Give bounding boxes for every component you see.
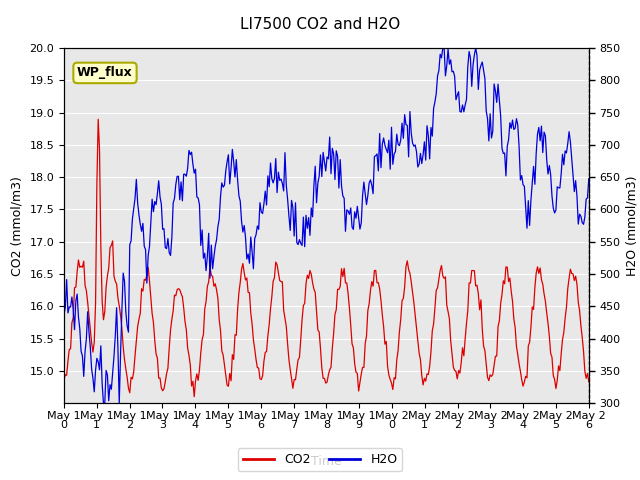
H2O [439,45,447,51]
CO2 [393,357,401,363]
CO2 [60,376,68,382]
H2O [392,149,399,155]
CO2 [234,307,241,312]
Line: CO2: CO2 [64,119,589,396]
Y-axis label: H2O (mmol/m3): H2O (mmol/m3) [626,175,639,276]
H2O [100,400,108,406]
Line: H2O: H2O [64,48,589,403]
CO2 [585,379,593,385]
H2O [444,47,452,52]
CO2 [271,275,278,281]
CO2 [442,274,449,280]
CO2 [94,116,102,122]
Text: WP_flux: WP_flux [77,66,133,79]
H2O [232,157,240,163]
H2O [60,312,68,317]
Y-axis label: CO2 (mmol/m3): CO2 (mmol/m3) [11,176,24,276]
H2O [125,329,132,335]
H2O [585,176,593,181]
H2O [442,73,449,79]
Legend: CO2, H2O: CO2, H2O [237,448,403,471]
H2O [269,180,277,186]
X-axis label: Time: Time [311,455,342,468]
CO2 [190,394,198,399]
CO2 [125,385,132,391]
CO2 [444,309,452,314]
Text: LI7500 CO2 and H2O: LI7500 CO2 and H2O [240,17,400,32]
